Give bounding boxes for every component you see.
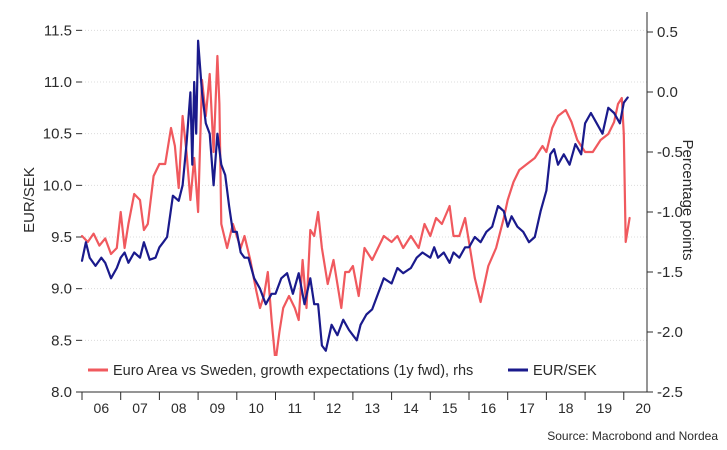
x-tick-label-3: 09 bbox=[210, 400, 226, 416]
right-tick-label-0: -2.5 bbox=[657, 384, 683, 401]
right-axis-label: Percentage points bbox=[679, 140, 696, 261]
x-tick-label-2: 08 bbox=[171, 400, 187, 416]
left-tick-label-7: 11.5 bbox=[44, 22, 72, 39]
x-tick-label-4: 10 bbox=[248, 400, 264, 416]
left-axis-ticks: 8.0 8.5 9.0 9.5 10.0 10.5 11.0 11.5 bbox=[43, 22, 82, 401]
x-tick-label-12: 18 bbox=[558, 400, 574, 416]
x-tick-label-0: 06 bbox=[94, 400, 110, 416]
grid-lines bbox=[82, 29, 647, 393]
legend: Euro Area vs Sweden, growth expectations… bbox=[82, 356, 608, 382]
legend-label-eursek: EUR/SEK bbox=[533, 363, 597, 379]
series-layer bbox=[80, 39, 631, 364]
legend-label-growth: Euro Area vs Sweden, growth expectations… bbox=[113, 363, 473, 379]
left-tick-label-0: 8.0 bbox=[51, 384, 72, 401]
x-tick-label-7: 13 bbox=[364, 400, 380, 416]
x-tick-label-14: 20 bbox=[635, 400, 651, 416]
right-tick-label-3: -1.0 bbox=[657, 204, 683, 221]
left-tick-label-6: 11.0 bbox=[44, 74, 72, 91]
x-tick-label-6: 12 bbox=[326, 400, 342, 416]
x-tick-label-13: 19 bbox=[597, 400, 613, 416]
left-tick-label-5: 10.5 bbox=[43, 126, 72, 143]
x-tick-label-8: 14 bbox=[403, 400, 419, 416]
right-tick-label-6: 0.5 bbox=[657, 24, 678, 41]
left-tick-label-2: 9.0 bbox=[51, 281, 72, 298]
right-tick-label-5: 0.0 bbox=[657, 84, 678, 101]
right-axis-ticks: -2.5 -2.0 -1.5 -1.0 -0.5 0.0 0.5 bbox=[647, 24, 683, 401]
left-tick-label-3: 9.5 bbox=[51, 229, 72, 246]
x-tick-label-9: 15 bbox=[442, 400, 458, 416]
right-tick-label-4: -0.5 bbox=[657, 144, 683, 161]
left-tick-label-4: 10.0 bbox=[43, 177, 72, 194]
series-line-eur-sek bbox=[80, 39, 629, 352]
x-tick-label-11: 17 bbox=[519, 400, 535, 416]
series-line-growth-expectations bbox=[80, 54, 631, 364]
left-tick-label-1: 8.5 bbox=[51, 332, 72, 349]
x-tick-label-1: 07 bbox=[132, 400, 148, 416]
x-tick-label-10: 16 bbox=[481, 400, 497, 416]
x-axis-ticks: 06 07 08 09 10 11 12 13 14 15 16 17 18 19 20 bbox=[81, 392, 651, 416]
source-note: Source: Macrobond and Nordea bbox=[547, 429, 718, 443]
x-tick-label-5: 11 bbox=[288, 400, 303, 416]
right-tick-label-1: -2.0 bbox=[657, 324, 683, 341]
right-tick-label-2: -1.5 bbox=[657, 264, 683, 281]
left-axis-label: EUR/SEK bbox=[21, 167, 38, 233]
